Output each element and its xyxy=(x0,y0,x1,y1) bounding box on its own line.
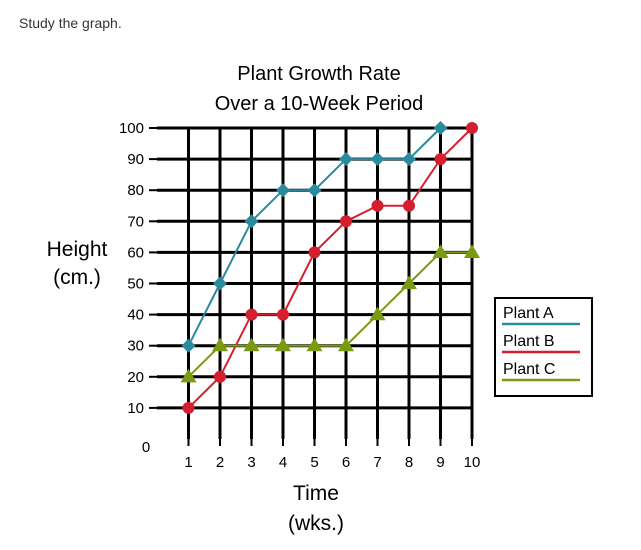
plant-c-point xyxy=(180,368,197,383)
y-tick-label: 30 xyxy=(127,338,144,355)
y-tick-label: 50 xyxy=(127,276,144,293)
x-tick-label: 8 xyxy=(405,454,413,471)
plant-c-point xyxy=(401,275,417,290)
y-tick-label: 100 xyxy=(119,120,144,137)
series-lines xyxy=(187,127,473,409)
plant-b-point xyxy=(434,153,447,166)
chart-title-line-1: Plant Growth Rate xyxy=(237,63,400,85)
plant-b-point xyxy=(182,401,195,414)
plant-a-point xyxy=(433,121,448,135)
x-tick-label: 1 xyxy=(184,454,192,471)
y-axis-title-line-1: Height xyxy=(47,238,108,261)
x-tick-label: 2 xyxy=(216,454,224,471)
plant-a-point xyxy=(370,152,385,167)
chart-title-line-2: Over a 10-Week Period xyxy=(215,93,424,115)
x-axis-title-line-1: Time xyxy=(293,482,339,505)
chart-legend: Plant A Plant B Plant C xyxy=(494,297,593,397)
x-tick-label: 4 xyxy=(279,454,287,471)
y-axis-title-line-2: (cm.) xyxy=(53,266,101,289)
plant-c-point xyxy=(306,337,323,352)
legend-label-plant-c: Plant C xyxy=(503,361,555,378)
plant-c-line xyxy=(187,251,472,378)
y-axis-ticks: 10 20 30 40 50 60 70 80 90 100 xyxy=(119,120,157,417)
plant-a-point xyxy=(339,152,353,167)
plant-b-point xyxy=(214,370,226,383)
plant-b-point xyxy=(340,215,352,228)
x-axis-ticks: 1 2 3 4 5 6 7 8 9 10 xyxy=(184,439,480,471)
y-tick-label: 90 xyxy=(127,151,144,168)
legend-label-plant-a: Plant A xyxy=(503,305,554,322)
y-tick-label: 70 xyxy=(127,213,144,230)
plant-b-point xyxy=(277,308,289,321)
plant-a-point xyxy=(244,214,259,229)
chart-grid xyxy=(157,126,474,439)
plant-a-point xyxy=(307,183,322,198)
y-tick-label: 80 xyxy=(127,182,144,199)
plant-a-point xyxy=(213,276,227,291)
plant-c-point xyxy=(212,337,228,352)
x-tick-label: 7 xyxy=(373,454,381,471)
plant-b-line xyxy=(187,127,473,409)
plant-c-point xyxy=(464,244,480,258)
plant-c-point xyxy=(369,306,386,321)
plant-c-point xyxy=(432,244,449,258)
y-tick-label: 60 xyxy=(127,244,144,261)
y-tick-label: 20 xyxy=(127,369,144,386)
question-prompt: Study the graph. xyxy=(19,15,122,31)
plant-b-point xyxy=(466,122,478,134)
x-tick-label: 9 xyxy=(436,454,444,471)
plant-a-point xyxy=(181,338,196,353)
plant-b-point xyxy=(403,199,415,212)
plant-b-point xyxy=(371,199,384,212)
y-tick-label: 40 xyxy=(127,307,144,324)
plant-a-point xyxy=(402,152,416,167)
plant-b-point xyxy=(245,308,258,321)
x-axis-title-line-2: (wks.) xyxy=(288,512,344,535)
x-tick-label: 6 xyxy=(342,454,350,471)
plant-b-point xyxy=(308,246,321,259)
plant-a-point xyxy=(276,183,290,198)
series-markers xyxy=(180,121,480,414)
y-tick-label: 10 xyxy=(127,400,144,417)
x-tick-label: 5 xyxy=(310,454,318,471)
plant-c-point xyxy=(338,337,354,352)
x-tick-label: 3 xyxy=(247,454,255,471)
x-tick-label: 10 xyxy=(464,454,481,471)
plant-c-point xyxy=(275,337,291,352)
legend-label-plant-b: Plant B xyxy=(503,333,555,350)
plant-c-point xyxy=(243,337,260,352)
origin-label: 0 xyxy=(142,439,150,456)
